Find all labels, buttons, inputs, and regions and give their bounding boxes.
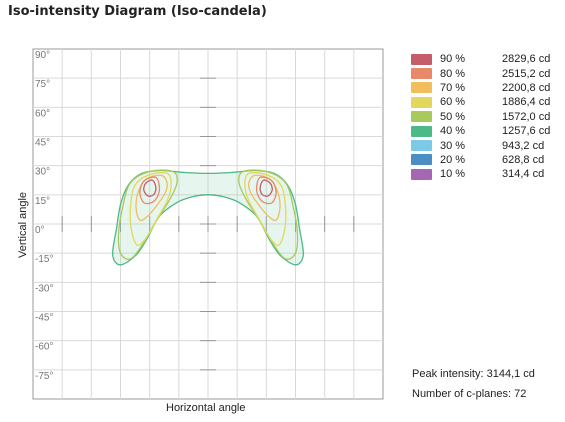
legend-percent: 20 % — [440, 153, 466, 166]
y-tick-label: 60° — [35, 108, 50, 119]
x-axis-label: Horizontal angle — [166, 402, 246, 414]
legend-percent: 10 % — [440, 168, 466, 181]
legend-swatch — [411, 96, 432, 108]
contour-50-percent-left — [117, 169, 178, 260]
legend-value: 1886,4 cd — [502, 96, 551, 109]
legend-percent: 30 % — [440, 139, 466, 152]
y-tick-label: -30° — [35, 283, 53, 294]
legend-percent: 60 % — [440, 96, 466, 109]
contour-90-percent-left — [143, 179, 157, 197]
y-tick-label: 75° — [35, 79, 50, 90]
legend-row: 70 % 2200,8 cd — [411, 81, 561, 95]
y-tick-label: -45° — [35, 313, 53, 324]
legend-row: 60 % 1886,4 cd — [411, 95, 561, 109]
legend-row: 40 % 1257,6 cd — [411, 124, 561, 138]
legend-swatch — [411, 68, 432, 80]
y-tick-label: 90° — [35, 50, 50, 61]
legend-swatch — [411, 154, 432, 166]
legend-value: 1257,6 cd — [502, 125, 551, 138]
stats-panel: Peak intensity: 3144,1 cd Number of c-pl… — [412, 364, 535, 404]
y-axis-label: Vertical angle — [17, 191, 29, 259]
legend-row: 10 % 314,4 cd — [411, 167, 561, 181]
y-tick-label: 0° — [35, 225, 45, 236]
legend-swatch — [411, 111, 432, 123]
axis-ticks — [61, 77, 355, 371]
legend-row: 90 % 2829,6 cd — [411, 52, 561, 66]
legend-swatch — [411, 140, 432, 152]
contour-80-percent-right — [255, 176, 277, 205]
y-tick-label: 45° — [35, 138, 50, 149]
contour-50-percent-right — [238, 169, 299, 260]
legend-value: 314,4 cd — [502, 168, 545, 181]
y-tick-label: -15° — [35, 254, 53, 265]
legend-percent: 90 % — [440, 53, 466, 66]
legend-value: 628,8 cd — [502, 153, 545, 166]
diagram-title: Iso-intensity Diagram (Iso-candela) — [8, 4, 267, 19]
y-tick-label: -60° — [35, 342, 53, 353]
legend-swatch — [411, 168, 432, 180]
contour-60-percent-right — [244, 172, 287, 247]
contour-60-percent-left — [129, 172, 172, 247]
legend-value: 2829,6 cd — [502, 53, 551, 66]
y-tick-labels: 90° 75° 60° 45° 30° 15° 0° -15° -30° -45° -60° -75° — [35, 50, 53, 382]
legend-row: 30 % 943,2 cd — [411, 138, 561, 152]
legend-row: 80 % 2515,2 cd — [411, 66, 561, 80]
legend-value: 943,2 cd — [502, 139, 545, 152]
legend: 90 % 2829,6 cd 80 % 2515,2 cd 70 % 2200,8 cd 6… — [411, 52, 561, 182]
c-planes-count: Number of c-planes: 72 — [412, 388, 527, 400]
legend-swatch — [411, 82, 432, 94]
contour-40-percent — [111, 169, 305, 266]
y-tick-label: 30° — [35, 167, 50, 178]
legend-percent: 40 % — [440, 125, 466, 138]
legend-percent: 70 % — [440, 81, 466, 94]
y-tick-label: 15° — [35, 196, 50, 207]
legend-row: 20 % 628,8 cd — [411, 153, 561, 167]
legend-swatch — [411, 125, 432, 137]
contour-80-percent-left — [139, 176, 161, 205]
legend-percent: 50 % — [440, 110, 466, 123]
contour-90-percent-right — [259, 179, 273, 197]
legend-swatch — [411, 53, 432, 65]
iso-contours — [111, 169, 305, 266]
legend-row: 50 % 1572,0 cd — [411, 110, 561, 124]
y-tick-label: -75° — [35, 371, 53, 382]
legend-value: 2515,2 cd — [502, 67, 551, 80]
peak-intensity: Peak intensity: 3144,1 cd — [412, 368, 535, 380]
legend-value: 1572,0 cd — [502, 110, 551, 123]
legend-value: 2200,8 cd — [502, 81, 551, 94]
legend-percent: 80 % — [440, 67, 466, 80]
